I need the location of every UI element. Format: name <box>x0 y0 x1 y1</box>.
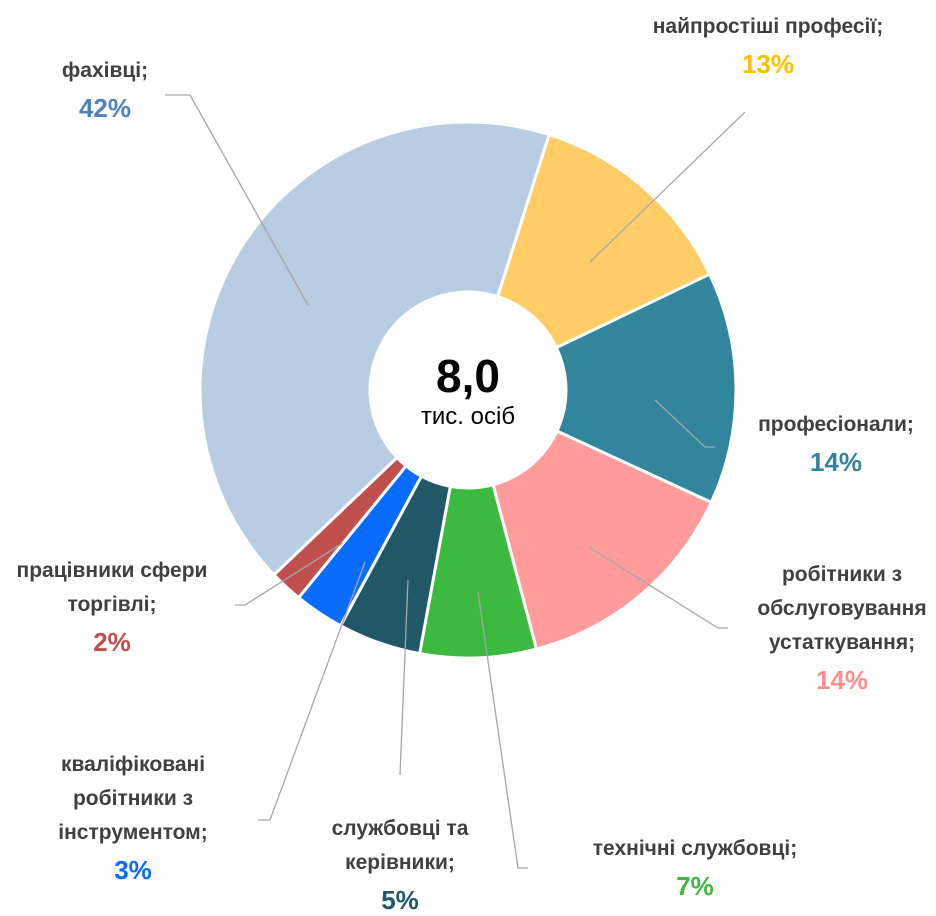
value-label: 42% <box>78 93 132 123</box>
value-label: 5% <box>381 885 419 915</box>
leader-line <box>399 579 409 776</box>
leader-line <box>235 542 344 606</box>
slice <box>491 429 714 651</box>
data-label: кваліфіковані робітники з інструментом; 3… <box>28 748 238 890</box>
data-label: технічні службовці; 7% <box>545 832 845 906</box>
leader-line <box>258 561 366 821</box>
leader-line <box>477 591 528 869</box>
data-label: робітники з обслуговування устаткування;… <box>747 558 936 700</box>
data-label: професіонали; 14% <box>736 408 936 482</box>
slice <box>198 120 551 577</box>
data-label: службовці та керівники; 5% <box>305 812 495 916</box>
category-label: фахівці; <box>61 59 149 82</box>
data-label: найпростіші професії; 13% <box>608 10 928 84</box>
center-subtext: тис. осіб <box>421 403 515 430</box>
category-label: найпростіші професії; <box>652 15 884 38</box>
center-value: 8,0 <box>436 350 500 402</box>
category-label: технічні службовці; <box>592 837 798 860</box>
category-label: кваліфіковані робітники з інструментом; <box>58 753 208 844</box>
leader-line <box>589 111 746 263</box>
value-label: 14% <box>809 447 863 477</box>
leader-line <box>589 547 728 629</box>
value-label: 2% <box>93 627 131 657</box>
slice <box>554 272 738 505</box>
value-label: 13% <box>741 49 795 79</box>
slice <box>495 132 712 350</box>
value-label: 3% <box>114 855 152 885</box>
leader-line <box>165 94 309 306</box>
value-label: 14% <box>815 665 869 695</box>
category-label: професіонали; <box>758 413 914 436</box>
data-label: фахівці; 42% <box>45 54 165 128</box>
category-label: службовці та керівники; <box>331 817 469 874</box>
category-label: працівники сфери торгівлі; <box>16 559 208 616</box>
category-label: робітники з обслуговування устаткування; <box>757 563 927 654</box>
data-label: працівники сфери торгівлі; 2% <box>12 554 212 662</box>
leader-line <box>654 399 715 448</box>
value-label: 7% <box>676 871 714 901</box>
